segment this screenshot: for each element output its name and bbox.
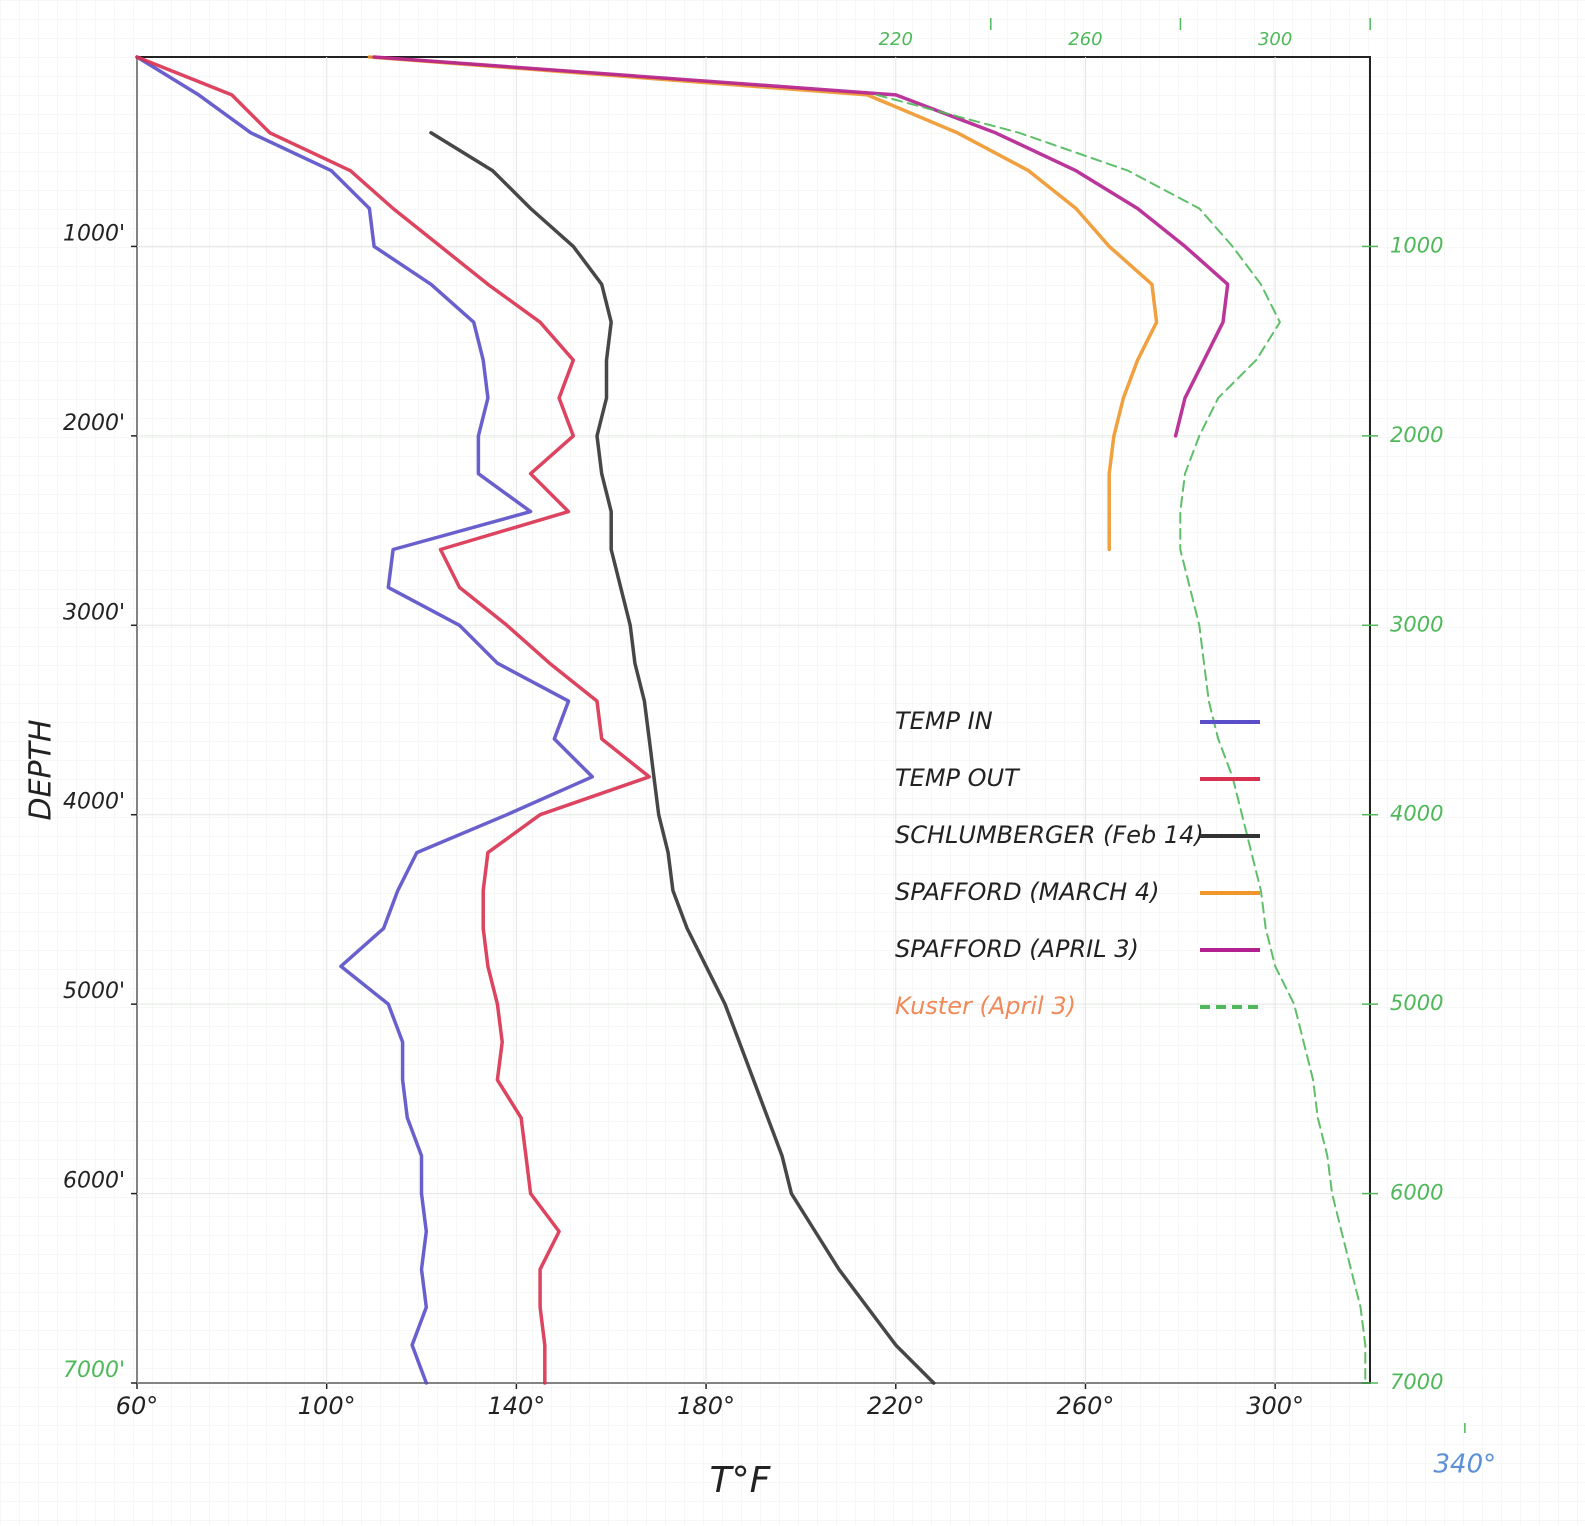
x-tick-label: 60° (116, 1392, 159, 1420)
legend-label: SPAFFORD (APRIL 3) (895, 935, 1139, 963)
y-tick-label: 4000' (63, 790, 125, 815)
y2-tick-label: 7000 (1390, 1370, 1443, 1394)
x-axis-label: T°F (710, 1460, 772, 1501)
y2-tick-label: 3000 (1390, 612, 1443, 636)
legend-label: TEMP IN (895, 707, 993, 735)
y-tick-label: 2000' (63, 411, 125, 436)
y2-tick-label: 5000 (1390, 991, 1443, 1015)
x-tick-label: 140° (487, 1392, 545, 1420)
y2-tick-label: 4000 (1390, 802, 1443, 826)
y2-tick-label: 1000 (1390, 233, 1443, 257)
x-tick-label: 180° (677, 1392, 735, 1420)
series-line (429, 131, 936, 1385)
outer-x-tick-label: 340° (1434, 1450, 1497, 1480)
legend-label: SPAFFORD (MARCH 4) (895, 878, 1159, 906)
y-tick-label: 6000' (63, 1169, 125, 1194)
series-line (372, 55, 1230, 438)
x-tick-label: 220° (867, 1392, 925, 1420)
y2-tick-label: 6000 (1390, 1181, 1443, 1205)
x-tick-label: 300° (1246, 1392, 1304, 1420)
x-tick-label: 100° (298, 1392, 356, 1420)
y-tick-label: 7000' (63, 1358, 125, 1383)
plot-layer: 60° 100° 140° 180° 220° 260° 300° 220 260 300 340°… (63, 18, 1496, 1480)
series-line (135, 55, 651, 1385)
x2-tick-label: 300 (1258, 29, 1292, 50)
x2-tick-label: 220 (879, 29, 913, 50)
series-line (135, 55, 595, 1385)
series-line (875, 93, 1367, 1384)
y-tick-label: 5000' (63, 979, 125, 1004)
y-tick-label: 3000' (63, 600, 125, 625)
x-tick-label: 260° (1057, 1392, 1115, 1420)
x2-tick-label: 260 (1068, 29, 1102, 50)
legend-label: TEMP OUT (895, 764, 1021, 792)
legend-label: Kuster (April 3) (895, 992, 1076, 1020)
legend-label: SCHLUMBERGER (Feb 14) (895, 821, 1204, 849)
y2-tick-label: 2000 (1390, 423, 1443, 447)
y-tick-label: 1000' (63, 221, 125, 246)
series-line (367, 55, 1159, 552)
y-axis-label: DEPTH (24, 719, 59, 820)
